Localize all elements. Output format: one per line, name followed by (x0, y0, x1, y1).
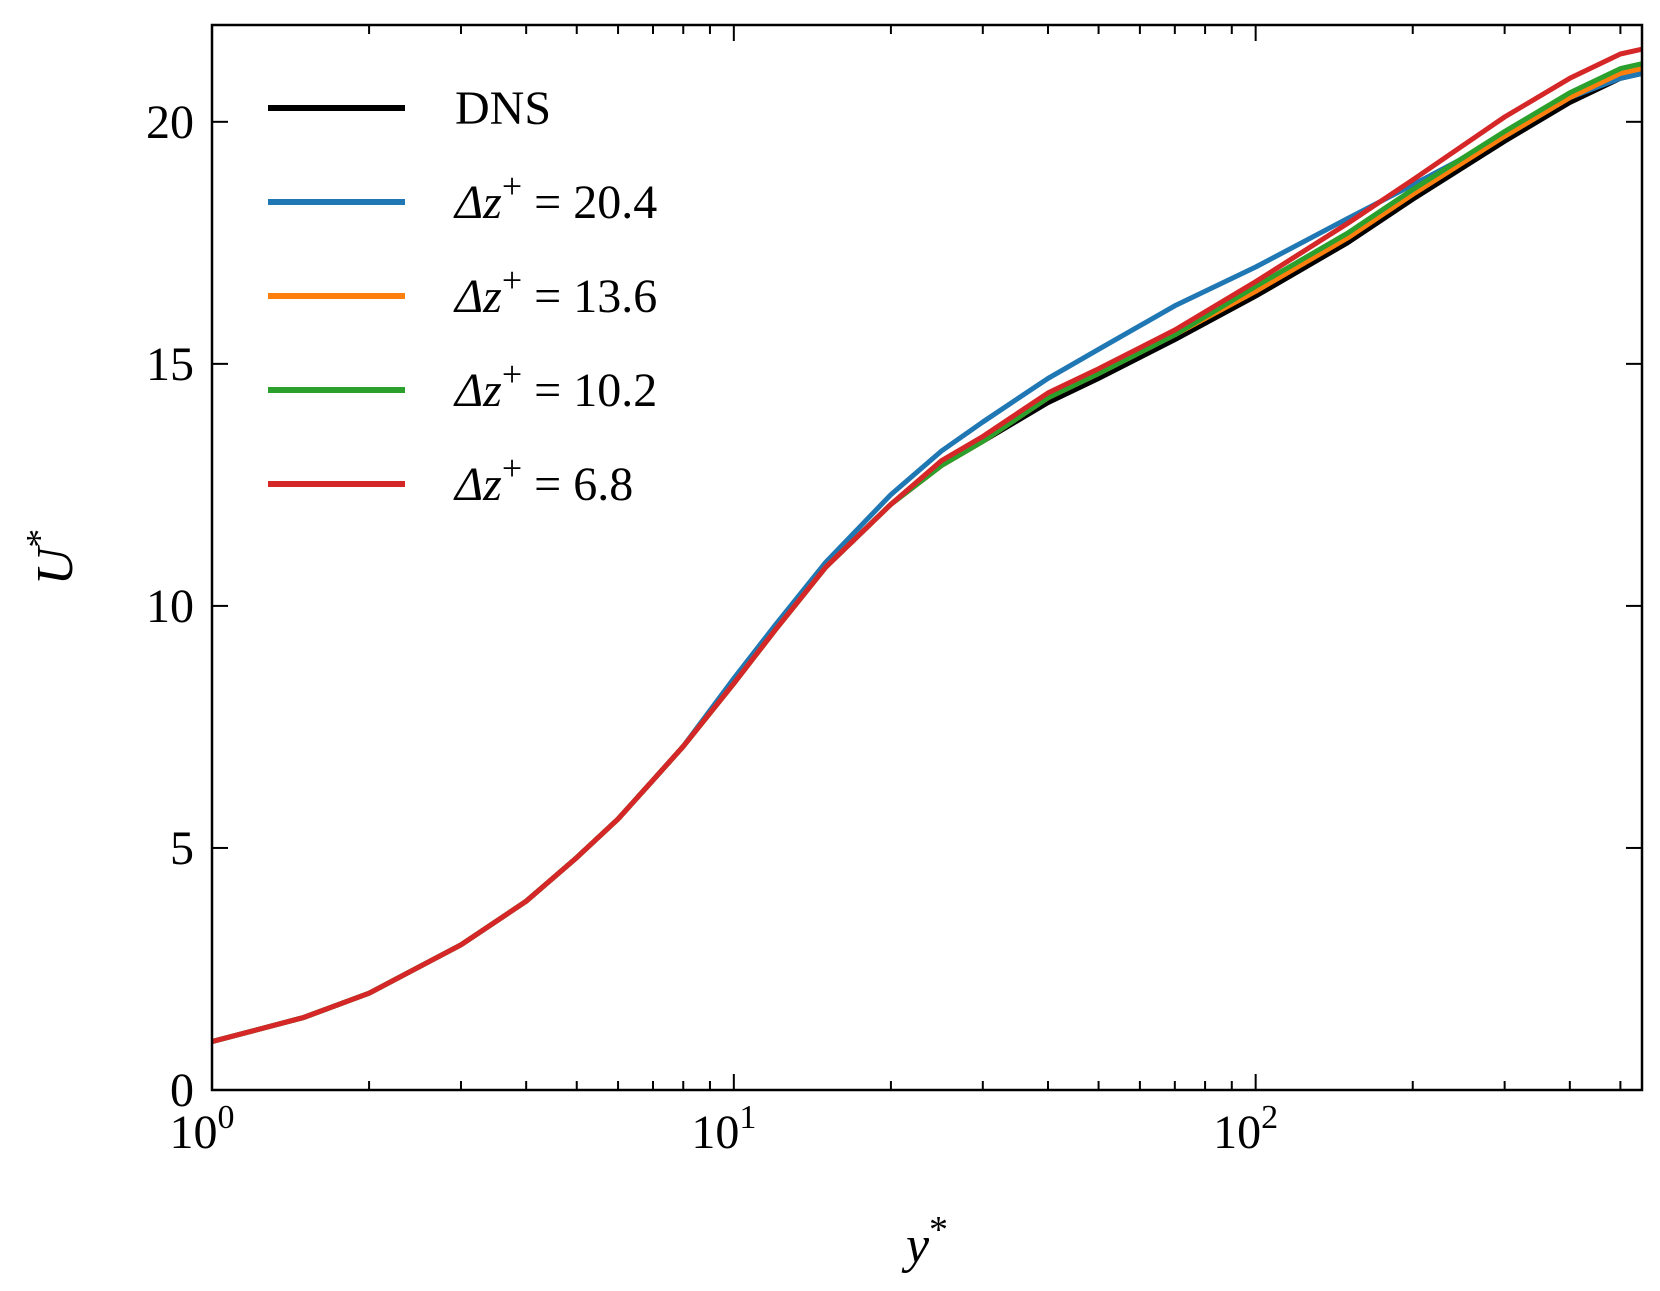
x-tick-label: 101 (691, 1099, 756, 1159)
x-tick-label: 102 (1213, 1099, 1278, 1159)
legend: DNS Δz+ = 20.4 Δz+ = 13.6 Δz+ = 10.2 Δz+ = 6… (268, 82, 657, 511)
y-axis-label: U* (19, 529, 84, 586)
y-tick-label: 5 (170, 822, 194, 875)
plot-frame (210, 23, 1644, 1092)
axis-ticks (211, 25, 1642, 1091)
legend-label-2: Δz+ = 13.6 (453, 260, 657, 323)
legend-label-3: Δz+ = 10.2 (453, 354, 657, 417)
y-tick-label: 20 (146, 96, 194, 149)
legend-label-0: DNS (455, 82, 551, 135)
plot-lines (211, 46, 1643, 1045)
legend-label-1: Δz+ = 20.4 (453, 166, 657, 229)
x-tick-label: 100 (170, 1099, 235, 1159)
tick-labels: 0 5 10 15 20 100 101 102 (146, 96, 1278, 1159)
y-tick-label: 15 (146, 338, 194, 391)
y-tick-label: 0 (170, 1064, 194, 1117)
legend-label-4: Δz+ = 6.8 (453, 448, 633, 511)
series-line-4 (211, 46, 1643, 1045)
x-axis-label: y* (901, 1209, 948, 1274)
y-tick-label: 10 (146, 580, 194, 633)
